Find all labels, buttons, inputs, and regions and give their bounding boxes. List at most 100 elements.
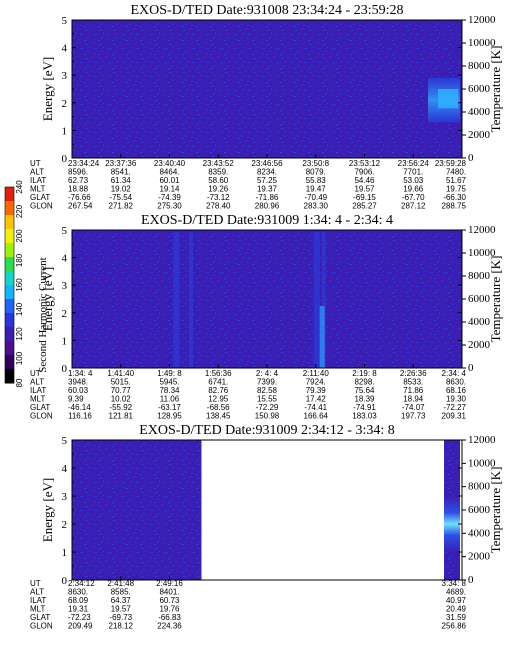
ephemeris-value: 58.60 xyxy=(208,176,229,185)
ephemeris-row-label: UT xyxy=(30,579,41,588)
y2-tick-label: 4000 xyxy=(468,527,491,539)
y-tick-label: 5 xyxy=(62,15,68,27)
vertical-streak xyxy=(173,232,180,368)
y2-axis-label: Temperature [K] xyxy=(488,256,503,343)
ephemeris-value: 19.76 xyxy=(159,605,180,614)
ephemeris-value: 31.59 xyxy=(446,613,467,622)
ephemeris-value: -67.70 xyxy=(402,193,425,202)
y-axis-label: Energy [eV] xyxy=(40,478,55,542)
ephemeris-value: 23:40:40 xyxy=(154,159,186,168)
y-tick-label: 3 xyxy=(62,70,68,82)
ephemeris-value: 8630. xyxy=(446,378,466,387)
ephemeris-value: 61.34 xyxy=(111,176,132,185)
y2-tick-label: 0 xyxy=(468,152,474,164)
ephemeris-value: 8585. xyxy=(111,588,131,597)
y-tick-label: 2 xyxy=(62,519,68,531)
ephemeris-value: -74.07 xyxy=(402,403,425,412)
ephemeris-value: -69.15 xyxy=(353,193,376,202)
y-tick-label: 4 xyxy=(62,43,68,55)
y2-tick-label: 2000 xyxy=(468,129,491,141)
ephemeris-value: -66.30 xyxy=(443,193,466,202)
y2-tick-label: 8000 xyxy=(468,270,491,282)
ephemeris-value: 2:19: 8 xyxy=(352,369,377,378)
colorbar-label: Second Harmonic Current xyxy=(37,257,49,372)
ephemeris-row-label: ILAT xyxy=(30,176,46,185)
y-axis-label: Energy [eV] xyxy=(40,57,55,121)
y2-tick-label: 10000 xyxy=(468,247,496,259)
ephemeris-value: 2:34: 4 xyxy=(442,369,467,378)
ephemeris-value: 75.64 xyxy=(354,386,375,395)
ephemeris-value: 8464. xyxy=(159,168,179,177)
vertical-streak xyxy=(189,232,193,368)
y-tick-label: 0 xyxy=(62,363,68,375)
ephemeris-value: 51.67 xyxy=(446,176,467,185)
ephemeris-value: 280.96 xyxy=(255,202,280,211)
colorbar-segment xyxy=(5,243,14,258)
ephemeris-value: 7480. xyxy=(446,168,466,177)
ephemeris-value: -66.83 xyxy=(158,613,181,622)
colorbar-segment xyxy=(5,355,14,370)
ephemeris-value: 138.45 xyxy=(206,412,231,421)
ephemeris-value: 209.31 xyxy=(442,412,467,421)
ephemeris-value: 8596. xyxy=(68,168,88,177)
ephemeris-value: 79.39 xyxy=(306,386,327,395)
ephemeris-value: 10.02 xyxy=(111,395,132,404)
ephemeris-value: 5945. xyxy=(159,378,179,387)
y2-tick-label: 0 xyxy=(468,574,474,586)
ephemeris-value: 183.03 xyxy=(352,412,377,421)
ephemeris-value: 271.82 xyxy=(109,202,134,211)
ephemeris-value: 2:26:36 xyxy=(400,369,427,378)
ephemeris-value: 121.81 xyxy=(109,412,134,421)
ephemeris-value: 11.06 xyxy=(160,395,180,404)
ephemeris-value: 116.16 xyxy=(68,412,92,421)
colorbar-tick-label: 200 xyxy=(15,229,24,243)
ephemeris-row-label: GLAT xyxy=(30,193,50,202)
ephemeris-value: 256.86 xyxy=(442,622,467,631)
ephemeris-value: 287.12 xyxy=(401,202,426,211)
y2-tick-label: 12000 xyxy=(468,434,496,446)
ephemeris-row-label: GLON xyxy=(30,202,53,211)
colorbar-segment xyxy=(5,229,14,244)
y-tick-label: 1 xyxy=(62,335,68,347)
ephemeris-value: 2: 4: 4 xyxy=(256,369,279,378)
y-tick-label: 2 xyxy=(62,308,68,320)
y-tick-label: 4 xyxy=(62,253,68,265)
ephemeris-row-label: MLT xyxy=(30,395,46,404)
ephemeris-value: 19.75 xyxy=(446,185,467,194)
ephemeris-value: 197.73 xyxy=(401,412,426,421)
ephemeris-row-label: GLAT xyxy=(30,403,50,412)
ephemeris-value: 23:53:12 xyxy=(349,159,381,168)
y2-tick-label: 12000 xyxy=(468,14,496,26)
ephemeris-value: 23:37:36 xyxy=(105,159,137,168)
y-tick-label: 2 xyxy=(62,98,68,110)
ephemeris-value: 23:46:56 xyxy=(251,159,283,168)
y2-tick-label: 2000 xyxy=(468,339,491,351)
y-axis-label: Energy [eV] xyxy=(40,267,55,331)
ephemeris-value: 23:59:28 xyxy=(435,159,467,168)
ephemeris-value: -74.91 xyxy=(353,403,376,412)
ephemeris-value: 283.30 xyxy=(304,202,329,211)
ephemeris-value: 17.42 xyxy=(306,395,327,404)
panel-title: EXOS-D/TED Date:931008 23:34:24 - 23:59:… xyxy=(131,3,404,18)
ephemeris-value: 3948. xyxy=(68,378,88,387)
ephemeris-value: -76.66 xyxy=(68,193,91,202)
colorbar-tick-label: 100 xyxy=(15,351,24,365)
ephemeris-value: 166.64 xyxy=(304,412,329,421)
ephemeris-value: 62.73 xyxy=(68,176,89,185)
colorbar-segment xyxy=(5,285,14,300)
colorbar-tick-label: 180 xyxy=(15,253,24,267)
y-tick-label: 3 xyxy=(62,491,68,503)
y2-axis-label: Temperature [K] xyxy=(488,46,503,133)
y-tick-label: 0 xyxy=(62,575,68,587)
ephemeris-row-label: ALT xyxy=(30,168,44,177)
y-tick-label: 1 xyxy=(62,125,68,137)
ephemeris-value: 18.39 xyxy=(354,395,375,404)
ephemeris-value: 64.37 xyxy=(111,596,132,605)
y2-tick-label: 12000 xyxy=(468,224,496,236)
vertical-streak xyxy=(319,305,325,368)
ephemeris-row-label: GLON xyxy=(30,622,53,631)
ephemeris-value: 1:49: 8 xyxy=(157,369,182,378)
ephemeris-value: 128.95 xyxy=(157,412,182,421)
